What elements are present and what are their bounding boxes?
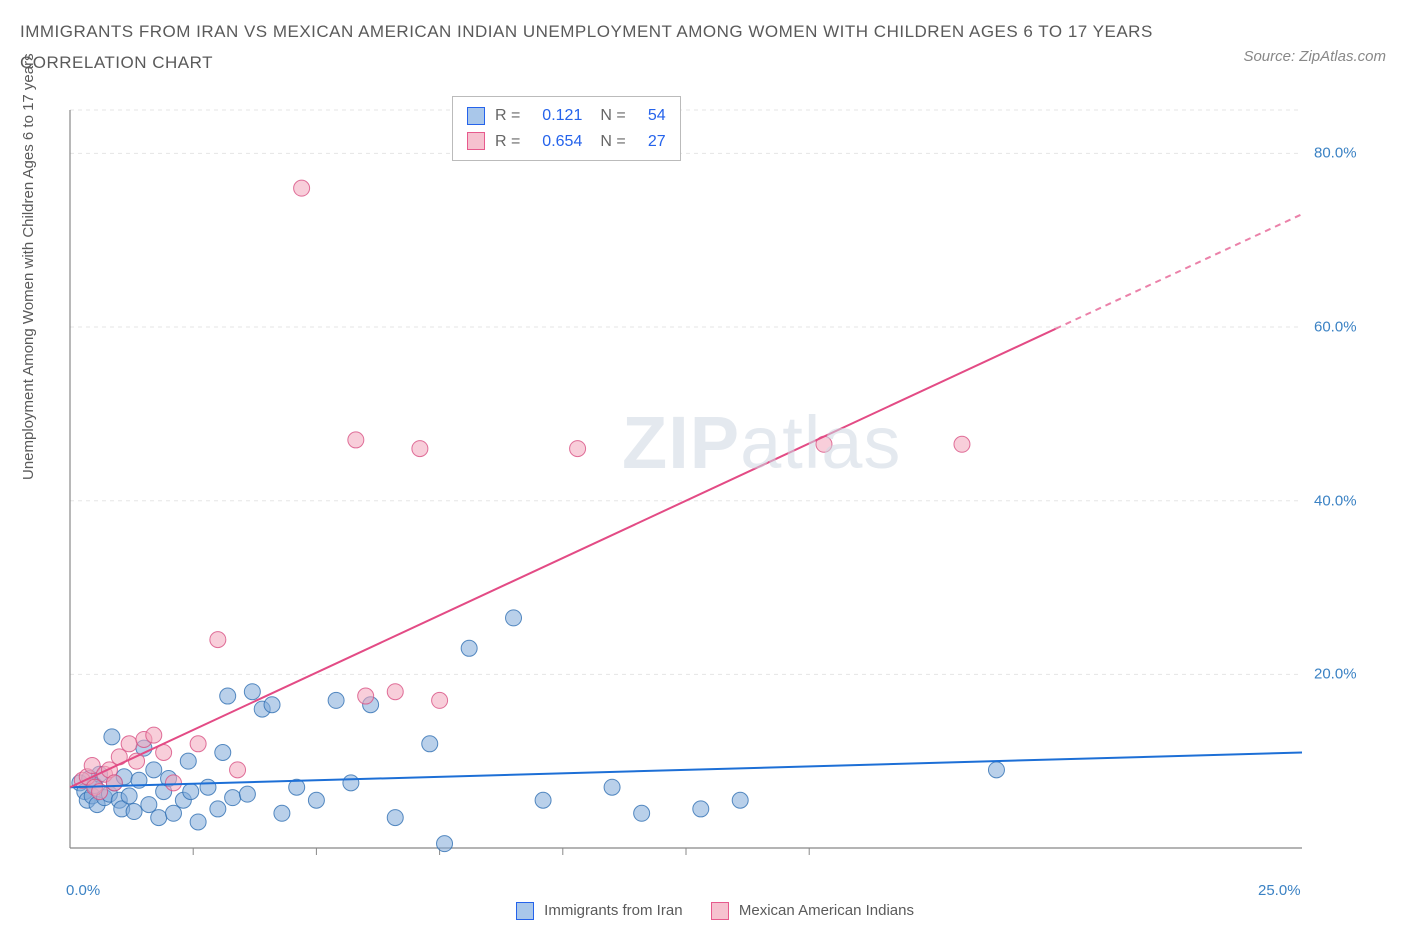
correlation-stats-legend: R =0.121 N =54 R =0.654 N =27 [452, 96, 681, 161]
legend-label-a: Immigrants from Iran [544, 902, 682, 919]
legend-swatch-a [516, 902, 534, 920]
series-legend: Immigrants from Iran Mexican American In… [0, 902, 1406, 920]
source-attribution: Source: ZipAtlas.com [1243, 48, 1386, 65]
chart-subtitle: CORRELATION CHART [20, 53, 1386, 73]
scatter-plot-svg [62, 100, 1362, 860]
y-tick-label: 20.0% [1314, 666, 1406, 683]
legend-swatch-b [711, 902, 729, 920]
y-tick-label: 40.0% [1314, 492, 1406, 509]
chart-plot-area: ZIPatlas R =0.121 N =54 R =0.654 N =27 [62, 100, 1362, 860]
x-tick-label: 0.0% [66, 882, 100, 899]
y-axis-label: Unemployment Among Women with Children A… [20, 53, 37, 480]
y-tick-label: 80.0% [1314, 145, 1406, 162]
chart-title: IMMIGRANTS FROM IRAN VS MEXICAN AMERICAN… [20, 18, 1386, 45]
x-tick-label: 25.0% [1258, 882, 1301, 899]
legend-label-b: Mexican American Indians [739, 902, 914, 919]
y-tick-label: 60.0% [1314, 319, 1406, 336]
